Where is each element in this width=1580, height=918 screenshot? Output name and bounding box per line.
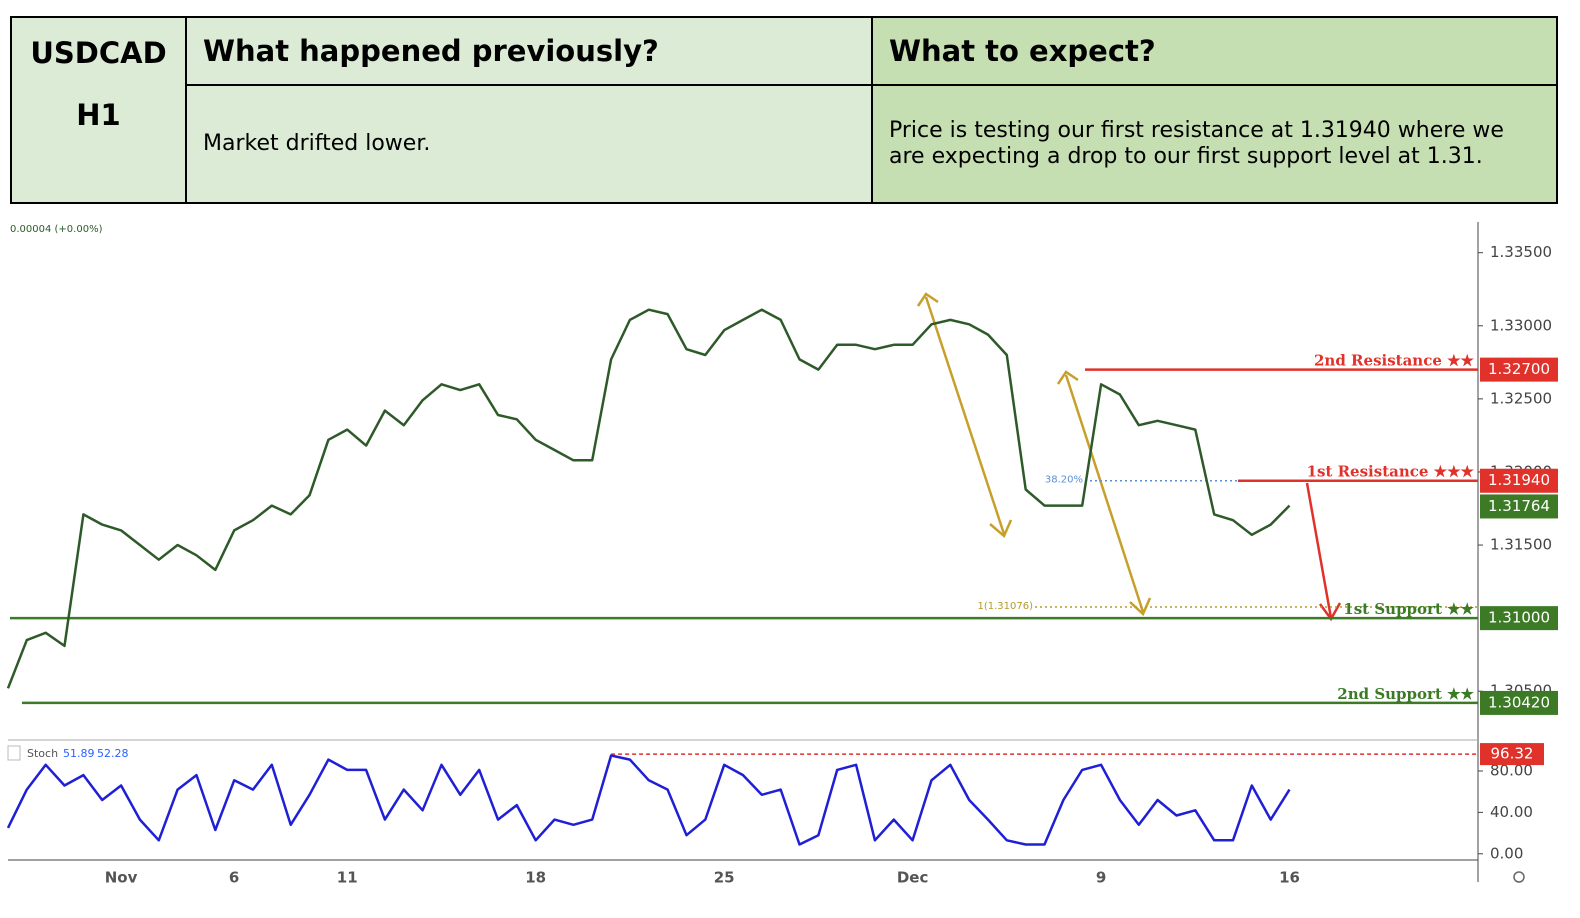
x-tick-label: Nov: [105, 869, 138, 887]
level-box: [1480, 690, 1558, 715]
y-tick-label: 40.00: [1490, 803, 1533, 821]
indicator-reading: 52.28: [97, 747, 129, 760]
y-tick-label: 80.00: [1490, 761, 1533, 779]
fib-label: 1(1.31076): [977, 601, 1033, 612]
y-tick-label: 1.33500: [1490, 243, 1552, 261]
arrows: [916, 292, 1342, 622]
level-box: [1480, 357, 1558, 382]
series-line: [6, 308, 1291, 689]
timeframe: H1: [76, 98, 121, 132]
previous-text: Market drifted lower.: [187, 86, 873, 202]
level-label: 1.31940: [1488, 471, 1550, 489]
level-label: 1.31000: [1488, 609, 1550, 627]
reference-label: 96.32: [1491, 745, 1534, 763]
symbol-cell: USDCAD H1: [12, 18, 187, 202]
level-label: 1.30420: [1488, 693, 1550, 711]
y-tick-label: 0.00: [1490, 844, 1523, 862]
x-tick-label: 18: [525, 869, 546, 887]
x-tick-label: Dec: [897, 869, 929, 887]
level-name: 1st Support ★★: [1343, 600, 1474, 618]
indicator-title: Stoch: [27, 747, 58, 760]
collapse-button[interactable]: [7, 745, 21, 761]
arrow-head: [989, 519, 1013, 539]
symbol: USDCAD: [30, 36, 167, 70]
level-box: [1480, 468, 1558, 493]
y-tick-label: 1.33000: [1490, 316, 1552, 334]
forecast-arrow: [1305, 482, 1333, 619]
level-name: 1st Resistance ★★★: [1307, 463, 1475, 481]
series-line: [6, 754, 1291, 846]
expect-title: What to expect?: [873, 18, 1556, 86]
projection-arrow: [1064, 374, 1145, 613]
y-tick-label: 1.31500: [1490, 536, 1552, 554]
header-table: USDCAD H1 What happened previously? What…: [10, 16, 1558, 204]
reference-box: [1480, 743, 1544, 766]
y-tick-label: 1.32500: [1490, 389, 1552, 407]
x-tick-label: 9: [1096, 869, 1106, 887]
arrow-head: [1129, 597, 1152, 617]
settings-icon[interactable]: [1513, 871, 1525, 883]
x-tick-label: 16: [1279, 869, 1300, 887]
arrow-head: [916, 292, 939, 307]
indicator-reading: 51.89: [63, 747, 95, 760]
last-price-label: 1.31764: [1488, 497, 1550, 515]
level-label: 1.32700: [1488, 360, 1550, 378]
x-tick-label: 11: [337, 869, 358, 887]
level-box: [1480, 606, 1558, 631]
level-name: 2nd Resistance ★★: [1314, 352, 1475, 370]
previous-title: What happened previously?: [187, 18, 873, 86]
arrow-head: [1056, 370, 1079, 385]
x-tick-label: 6: [229, 869, 239, 887]
x-tick-label: 25: [714, 869, 735, 887]
expect-text: Price is testing our first resistance at…: [873, 86, 1556, 202]
projection-arrow: [924, 296, 1006, 535]
fib-label: 38.20%: [1045, 475, 1083, 486]
chart-title: 0.00004 (+0.00%): [10, 224, 103, 235]
level-name: 2nd Support ★★: [1337, 685, 1474, 703]
last-price-box: [1480, 494, 1558, 519]
